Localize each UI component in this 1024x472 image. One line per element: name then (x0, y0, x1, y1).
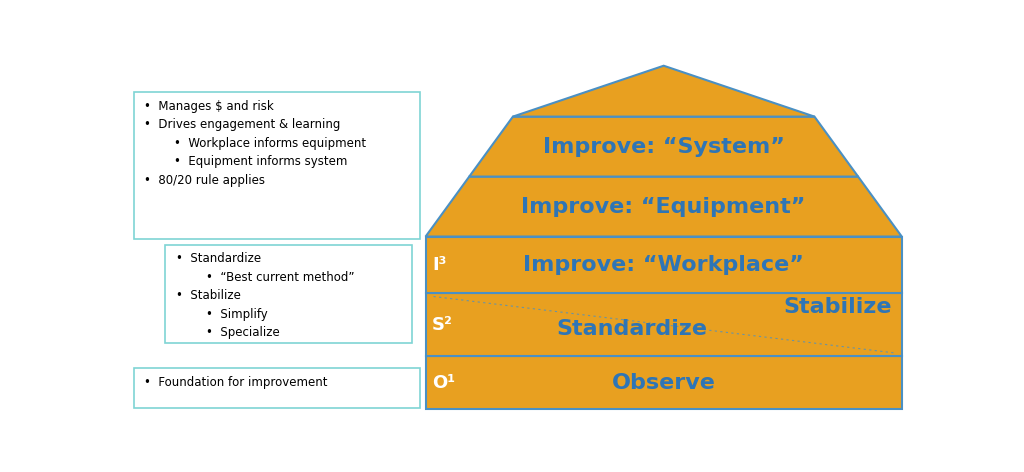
Text: Stabilize: Stabilize (783, 297, 892, 317)
Polygon shape (426, 356, 902, 409)
Text: Improve: “Workplace”: Improve: “Workplace” (523, 255, 804, 275)
Text: Standardize: Standardize (556, 319, 708, 339)
Text: •  Foundation for improvement: • Foundation for improvement (143, 376, 328, 389)
Polygon shape (426, 177, 902, 236)
Polygon shape (426, 236, 902, 293)
Text: O¹: O¹ (432, 374, 455, 392)
Polygon shape (426, 293, 902, 356)
Text: Observe: Observe (611, 373, 716, 393)
Polygon shape (513, 66, 814, 117)
Text: I³: I³ (432, 256, 446, 274)
Text: Improve: “System”: Improve: “System” (543, 136, 784, 157)
Text: •  Standardize
        •  “Best current method”
•  Stabilize
        •  Simplify: • Standardize • “Best current method” • … (176, 252, 354, 339)
Text: Improve: “Equipment”: Improve: “Equipment” (521, 196, 806, 217)
Polygon shape (469, 117, 858, 177)
Text: •  Manages $ and risk
•  Drives engagement & learning
        •  Workplace infor: • Manages $ and risk • Drives engagement… (143, 100, 366, 186)
Text: S²: S² (432, 316, 453, 334)
